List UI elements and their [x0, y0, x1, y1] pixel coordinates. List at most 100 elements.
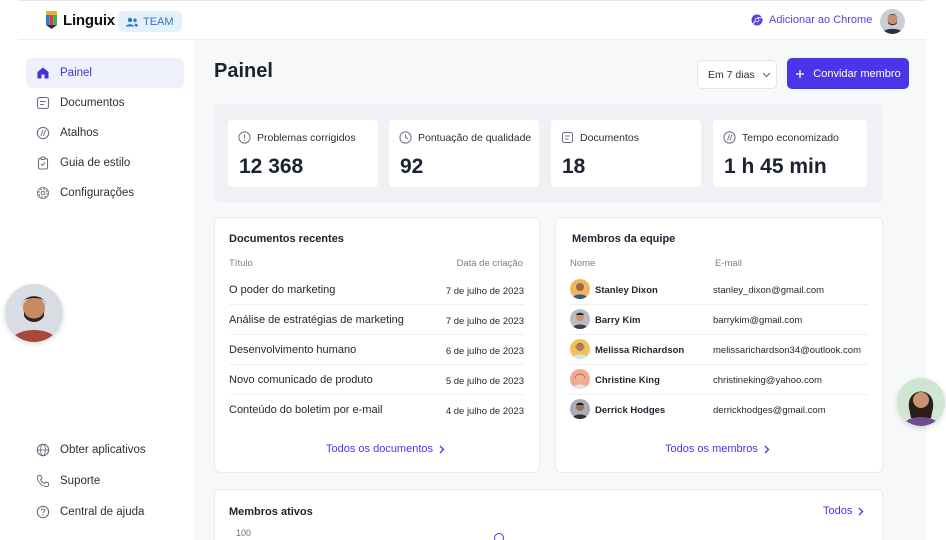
date-range-select[interactable]: Em 7 dias	[697, 60, 777, 89]
floating-avatar-right	[897, 378, 945, 426]
avatar	[570, 309, 590, 329]
chart-point	[494, 533, 504, 540]
member-name: Derrick Hodges	[595, 405, 666, 416]
chevron-right-icon	[439, 445, 445, 453]
card-title: Membros da equipe	[572, 233, 676, 245]
user-avatar-image	[880, 9, 905, 34]
sidebar-item-label: Documentos	[60, 97, 125, 109]
sidebar-item-label: Guia de estilo	[60, 157, 131, 169]
app-window: Linguix TEAM Adicionar ao Chrome	[18, 0, 926, 540]
document-title: Conteúdo do boletim por e-mail	[229, 404, 383, 416]
top-bar: Linguix TEAM Adicionar ao Chrome	[18, 1, 926, 40]
member-name: Barry Kim	[595, 315, 641, 326]
user-avatar[interactable]	[880, 9, 905, 34]
sidebar-item-label: Painel	[60, 67, 92, 79]
stat-label: Tempo economizado	[742, 131, 839, 144]
member-avatar-image	[570, 339, 590, 359]
sidebar-item-guia-de-estilo[interactable]: Guia de estilo	[26, 148, 184, 178]
member-email: stanley_dixon@gmail.com	[713, 285, 825, 296]
table-row[interactable]: Melissa Richardson melissarichardson34@o…	[570, 335, 868, 365]
sidebar-item-label: Configurações	[60, 187, 135, 199]
chrome-icon	[751, 14, 763, 26]
member-email: derrickhodges@gmail.com	[713, 405, 826, 416]
linguix-logo-icon	[46, 11, 57, 29]
table-row[interactable]: O poder do marketing 7 de julho de 2023	[229, 275, 524, 305]
date-range-value: Em 7 dias	[708, 68, 755, 81]
member-avatar-image	[570, 369, 590, 389]
stat-card-time-saved: Tempo economizado 1 h 45 min	[713, 120, 867, 187]
document-title: Novo comunicado de produto	[229, 374, 373, 386]
member-name: Melissa Richardson	[595, 345, 685, 356]
sidebar-item-atalhos[interactable]: Atalhos	[26, 118, 184, 148]
sidebar-item-painel[interactable]: Painel	[26, 58, 184, 88]
stat-value: 1 h 45 min	[724, 155, 827, 178]
all-members-label: Todos os membros	[665, 443, 758, 455]
sidebar-item-suporte[interactable]: Suporte	[26, 466, 184, 496]
stat-value: 92	[400, 155, 424, 178]
main-content: Painel Em 7 dias Convidar membro	[194, 40, 926, 540]
column-header-date: Data de criação	[456, 258, 523, 269]
member-name: Stanley Dixon	[595, 285, 658, 296]
all-members-link[interactable]: Todos os membros	[665, 443, 770, 455]
shortcut-icon	[36, 126, 50, 140]
team-members-card: Membros da equipe Nome E-mail Stanley Di…	[555, 217, 883, 473]
document-title: Análise de estratégias de marketing	[229, 314, 404, 326]
table-row[interactable]: Conteúdo do boletim por e-mail 4 de julh…	[229, 395, 524, 425]
document-date: 6 de julho de 2023	[445, 346, 524, 357]
stat-card-documents: Documentos 18	[551, 120, 701, 187]
stat-value: 18	[562, 155, 586, 178]
sidebar-item-label: Atalhos	[60, 127, 99, 139]
all-documents-label: Todos os documentos	[326, 443, 434, 455]
chevron-right-icon	[858, 507, 864, 515]
document-icon	[562, 132, 573, 143]
table-row[interactable]: Barry Kim barrykim@gmail.com	[570, 305, 868, 335]
sidebar-item-label: Central de ajuda	[60, 506, 145, 518]
member-avatar-image	[570, 279, 590, 299]
chevron-right-icon	[764, 445, 770, 453]
document-date: 5 de julho de 2023	[445, 376, 524, 387]
floating-avatar-image	[897, 378, 945, 426]
gear-icon	[37, 187, 49, 199]
member-name: Christine King	[595, 375, 660, 386]
chrome-link-label: Adicionar ao Chrome	[769, 14, 873, 26]
document-date: 7 de julho de 2023	[445, 316, 524, 327]
sidebar-item-central-de-ajuda[interactable]: Central de ajuda	[26, 497, 184, 527]
sidebar-item-configuracoes[interactable]: Configurações	[26, 178, 184, 208]
sidebar-item-documentos[interactable]: Documentos	[26, 88, 184, 118]
table-row[interactable]: Novo comunicado de produto 5 de julho de…	[229, 365, 524, 395]
document-icon	[36, 96, 50, 110]
brand-logo[interactable]: Linguix	[46, 11, 115, 29]
avatar	[570, 339, 590, 359]
add-to-chrome-link[interactable]: Adicionar ao Chrome	[751, 14, 872, 26]
brand-name: Linguix	[63, 11, 115, 29]
table-row[interactable]: Stanley Dixon stanley_dixon@gmail.com	[570, 275, 868, 305]
all-documents-link[interactable]: Todos os documentos	[326, 443, 445, 455]
avatar	[570, 279, 590, 299]
member-email: christineking@yahoo.com	[713, 375, 822, 386]
avatar	[570, 399, 590, 419]
document-date: 7 de julho de 2023	[445, 286, 524, 297]
column-header-email: E-mail	[715, 258, 742, 269]
table-row[interactable]: Derrick Hodges derrickhodges@gmail.com	[570, 395, 868, 425]
table-row[interactable]: Desenvolvimento humano 6 de julho de 202…	[229, 335, 524, 365]
sidebar-item-obter-aplicativos[interactable]: Obter aplicativos	[26, 435, 184, 465]
all-active-members-link[interactable]: Todos	[823, 505, 864, 517]
home-icon	[37, 67, 49, 79]
active-members-card: Membros ativos Todos 100	[214, 489, 883, 540]
recent-documents-card: Documentos recentes Título Data de criaç…	[214, 217, 540, 473]
member-email: barrykim@gmail.com	[713, 315, 803, 326]
invite-member-button[interactable]: Convidar membro	[787, 58, 909, 89]
table-row[interactable]: Christine King christineking@yahoo.com	[570, 365, 868, 395]
all-active-members-label: Todos	[823, 505, 853, 517]
stat-value: 12 368	[239, 155, 304, 178]
clipboard-icon	[37, 156, 49, 170]
stat-card-problems: Problemas corrigidos 12 368	[228, 120, 378, 187]
help-icon	[36, 505, 50, 519]
table-row[interactable]: Análise de estratégias de marketing 7 de…	[229, 305, 524, 335]
floating-avatar-left	[5, 284, 63, 342]
page-title: Painel	[214, 60, 273, 82]
card-title: Documentos recentes	[229, 233, 344, 245]
team-badge[interactable]: TEAM	[118, 11, 182, 32]
document-date: 4 de julho de 2023	[445, 406, 524, 417]
clock-icon	[399, 131, 412, 144]
